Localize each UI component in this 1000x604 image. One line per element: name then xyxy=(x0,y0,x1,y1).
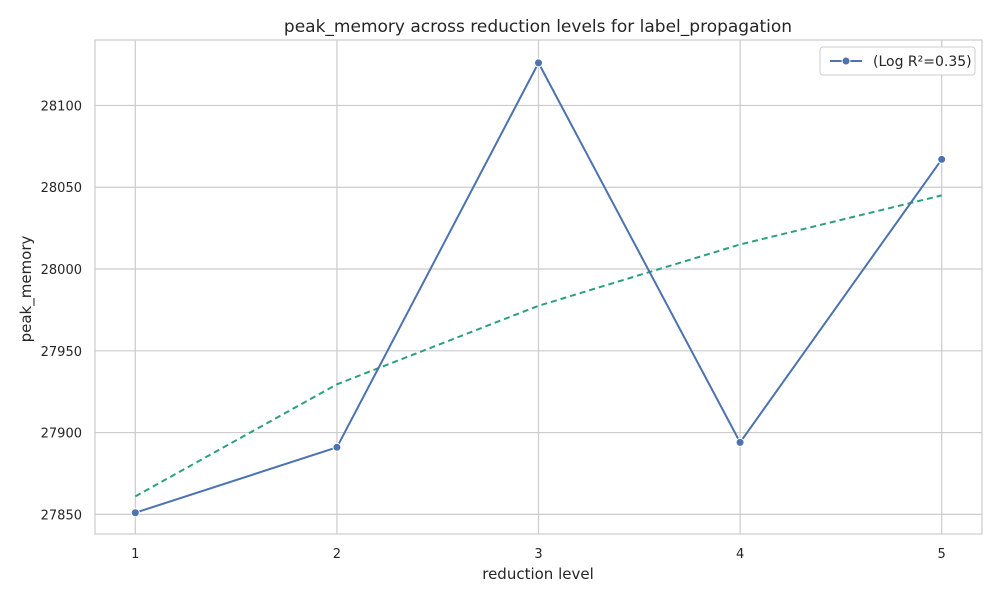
plot-frame xyxy=(94,39,983,535)
y-tick-label: 27900 xyxy=(41,427,82,442)
data-point xyxy=(130,508,140,518)
x-tick-label: 4 xyxy=(736,547,744,562)
data-point xyxy=(534,58,543,68)
y-axis-label: peak_memory xyxy=(17,235,36,342)
tick-labels: 1 2 3 4 5 27850 27900 27950 28000 28050 28100 xyxy=(41,99,946,562)
fit-trend-line xyxy=(134,194,942,498)
y-tick-label: 27950 xyxy=(41,345,82,360)
x-tick-label: 2 xyxy=(333,547,341,562)
legend-marker-swatch xyxy=(841,56,851,66)
data-point xyxy=(735,437,745,447)
legend: (Log R²=0.35) xyxy=(819,46,976,76)
y-tick-label: 28100 xyxy=(41,99,82,114)
data-point xyxy=(332,442,342,452)
x-tick-label: 3 xyxy=(534,547,542,562)
series xyxy=(130,58,947,518)
x-tick-label: 1 xyxy=(131,547,139,562)
y-tick-label: 27850 xyxy=(41,508,82,523)
x-tick-label: 5 xyxy=(938,547,946,562)
chart-title: peak_memory across reduction levels for … xyxy=(284,17,792,37)
y-tick-label: 28000 xyxy=(41,263,82,278)
data-point xyxy=(937,154,947,164)
grid xyxy=(95,40,982,534)
legend-label: (Log R²=0.35) xyxy=(873,54,972,70)
legend-box xyxy=(819,46,976,76)
x-axis-label: reduction level xyxy=(482,565,594,583)
y-tick-label: 28050 xyxy=(41,181,82,196)
